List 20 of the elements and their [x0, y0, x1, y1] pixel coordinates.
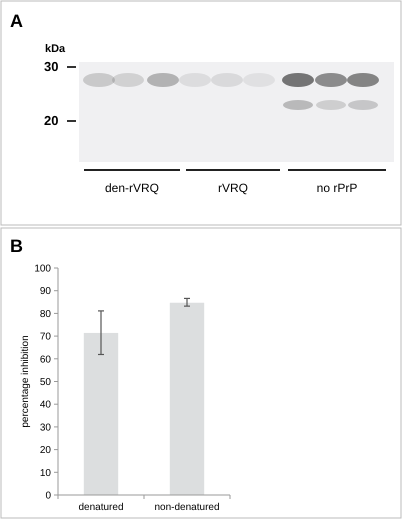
- y-tick-label: 50: [40, 377, 52, 388]
- y-tick-label: 60: [40, 354, 52, 366]
- text: rVRQ: [218, 181, 248, 195]
- y-tick-label: 70: [40, 332, 52, 343]
- text: kDa: [45, 43, 66, 55]
- chart-title: B: [10, 236, 23, 256]
- x-tick-label: non-denatured: [154, 502, 220, 513]
- y-tick-label: 90: [40, 286, 52, 298]
- x-tick-label: denatured: [78, 502, 124, 513]
- y-tick-label: 0: [45, 490, 52, 502]
- text: den-rVRQ: [104, 181, 160, 195]
- y-tick-label: 80: [40, 308, 52, 320]
- y-tick-label: 30: [40, 422, 52, 434]
- y-tick-label: 100: [34, 264, 52, 274]
- y-tick-label: 40: [40, 400, 52, 411]
- y-tick-label: 20: [40, 445, 52, 456]
- text: no rPrP: [316, 181, 358, 195]
- text: A: [10, 11, 23, 31]
- y-tick-label: 10: [40, 468, 52, 479]
- y-axis-title: percentage inhibition: [20, 335, 31, 428]
